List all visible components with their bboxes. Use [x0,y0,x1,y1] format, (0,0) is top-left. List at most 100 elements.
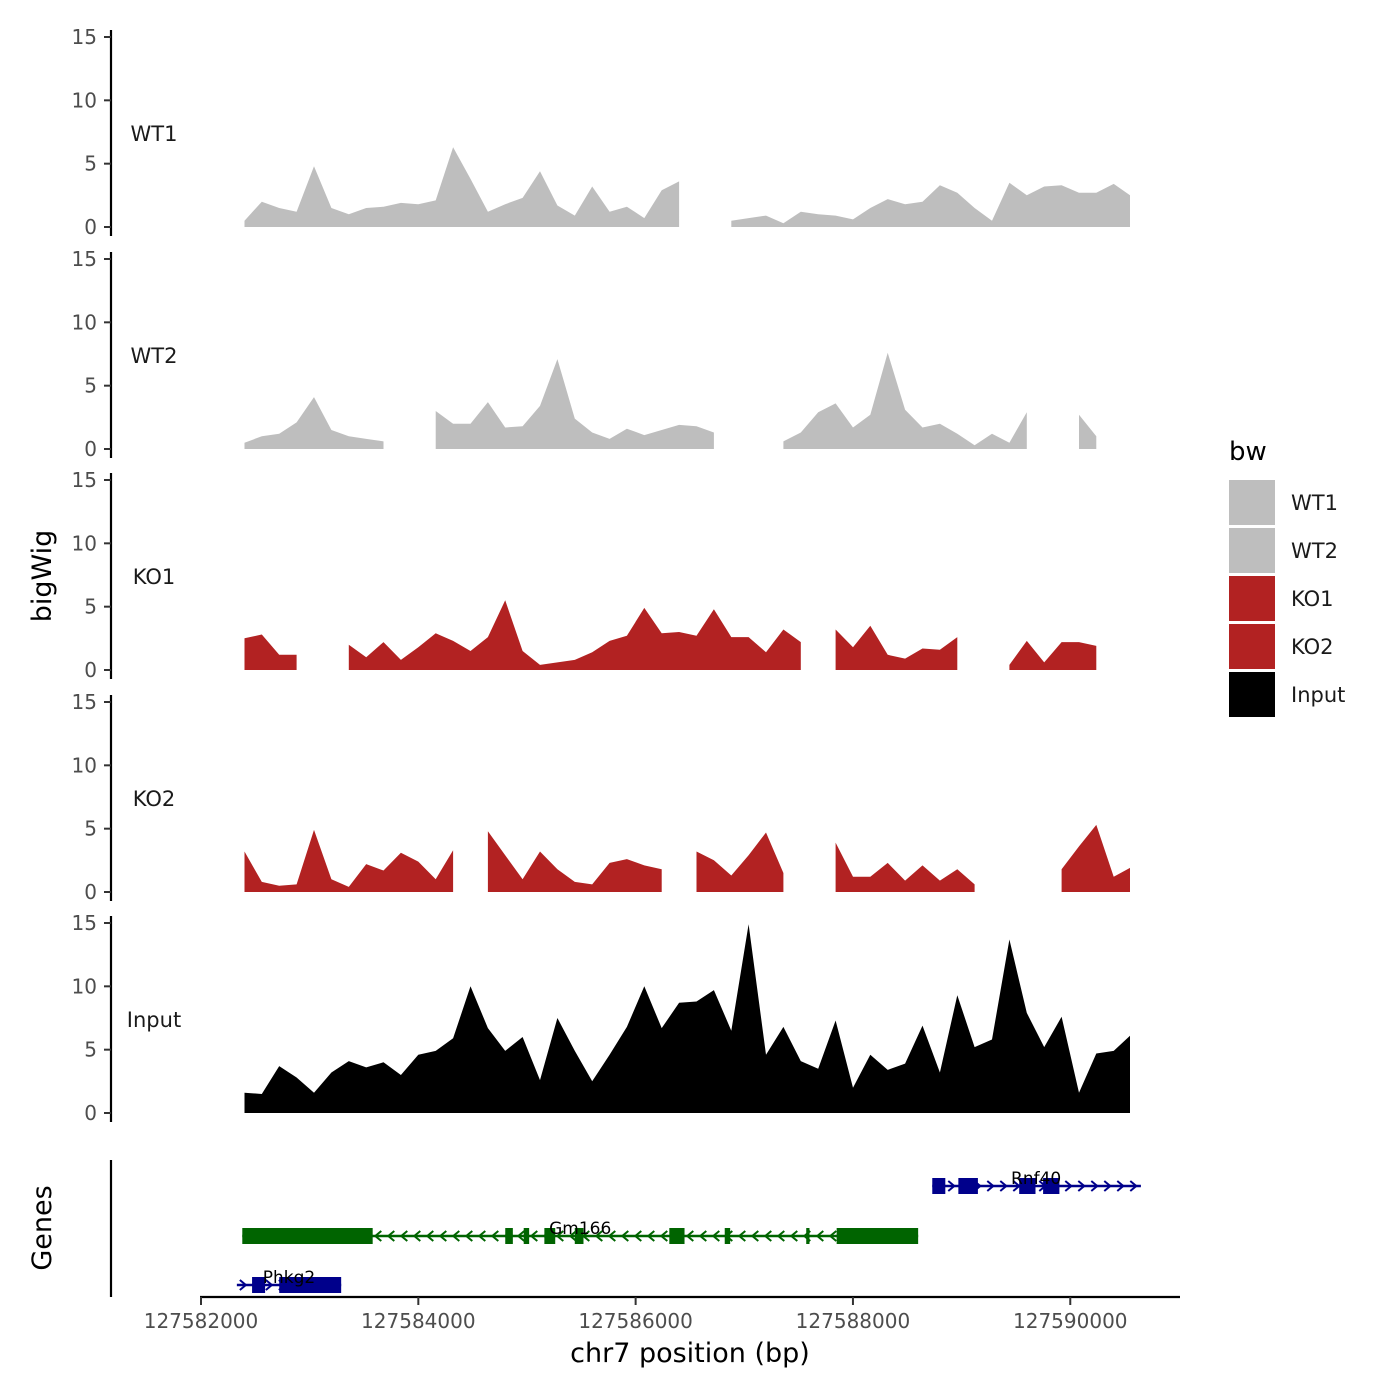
legend-swatch-ko1 [1229,576,1275,621]
legend-swatch-wt2 [1229,528,1275,573]
strand-arrow [685,1230,694,1242]
coverage-area-ko1 [244,599,1130,670]
strand-arrow [555,1230,564,1242]
strand-arrow [1129,1180,1138,1192]
panel-input: 0 5 10 15 Input [72,911,1130,1125]
strand-arrow [737,1230,746,1242]
strand-arrow [386,1230,395,1242]
x-tick-label: 127584000 [361,1309,476,1333]
y-tick-label: 0 [84,1101,97,1125]
legend-label-wt1: WT1 [1291,491,1338,515]
y-tick-label: 0 [84,658,97,682]
strand-arrow [1064,1180,1073,1192]
panel-wt2: 0 5 10 15 WT2 [72,247,1130,461]
strand-arrow [529,1230,538,1242]
strand-arrow [999,1180,1008,1192]
gene-phkg2: Phkg2 [236,1268,342,1293]
legend-label-input: Input [1291,683,1345,707]
x-tick-label: 127586000 [578,1309,693,1333]
coverage-panels: 0 5 10 15 WT1 0 5 10 15 WT2 0 5 10 15 KO1 0 5 10 15 KO2 0 5 10… [72,25,1130,1125]
y-tick-label: 10 [72,531,97,555]
gene-exon [252,1277,266,1293]
panel-label: WT1 [131,122,178,146]
legend-label-ko1: KO1 [1291,587,1334,611]
strand-arrow [412,1230,421,1242]
strand-arrow [947,1180,956,1192]
panel-label: WT2 [131,344,178,368]
gene-exon [932,1178,946,1194]
strand-arrow [763,1230,772,1242]
panel-ko1: 0 5 10 15 KO1 [72,468,1130,682]
y-tick-label: 5 [84,1038,97,1062]
genes-y-axis-title: Genes [27,1185,58,1270]
x-tick-label: 127590000 [1013,1309,1128,1333]
y-tick-label: 5 [84,817,97,841]
strand-arrow [698,1230,707,1242]
gene-gm166: Gm166 [242,1219,919,1244]
y-tick-label: 15 [72,247,97,271]
gene-exon [523,1228,530,1244]
legend-label-wt2: WT2 [1291,539,1338,563]
y-tick-label: 15 [72,468,97,492]
strand-arrow [464,1230,473,1242]
panel-ko2: 0 5 10 15 KO2 [72,690,1130,904]
y-tick-label: 5 [84,152,97,176]
y-tick-label: 0 [84,437,97,461]
strand-arrow [490,1230,499,1242]
strand-arrow [828,1230,837,1242]
strand-arrow [750,1230,759,1242]
legend: bw WT1 WT2 KO1 KO2 Input [1229,437,1345,717]
y-tick-label: 0 [84,880,97,904]
gene-label: Gm166 [549,1219,611,1239]
legend-title: bw [1229,437,1267,467]
strand-arrow [607,1230,616,1242]
y-tick-label: 5 [84,595,97,619]
strand-arrow [516,1230,525,1242]
strand-arrow [451,1230,460,1242]
strand-arrow [438,1230,447,1242]
y-axis-title: bigWig [27,530,58,623]
strand-arrow [239,1279,248,1291]
gene-label: Rnf40 [1011,1169,1061,1189]
gene-rnf40: Rnf40 [932,1169,1141,1194]
strand-arrow [620,1230,629,1242]
panel-label: Input [127,1008,181,1032]
gene-exon [1019,1178,1036,1194]
y-tick-label: 10 [72,974,97,998]
gene-exon [242,1228,373,1244]
gene-exon [544,1228,556,1244]
coverage-area-ko2 [244,824,1130,892]
legend-swatch-wt1 [1229,480,1275,525]
strand-arrow [373,1230,382,1242]
y-tick-label: 10 [72,88,97,112]
strand-arrow [1103,1180,1112,1192]
panel-label: KO1 [133,565,176,589]
strand-arrow [1090,1180,1099,1192]
strand-arrow [568,1230,577,1242]
panel-label: KO2 [133,787,176,811]
x-tick-label: 127582000 [144,1309,259,1333]
strand-arrow [815,1230,824,1242]
strand-arrow [711,1230,720,1242]
strand-arrow [1077,1180,1086,1192]
gene-exon [574,1228,584,1244]
y-tick-label: 5 [84,374,97,398]
strand-arrow [265,1279,274,1291]
coverage-area-wt1 [244,147,1130,227]
coverage-area-wt2 [244,352,1130,449]
y-tick-label: 15 [72,911,97,935]
strand-arrow [659,1230,668,1242]
panel-wt1: 0 5 10 15 WT1 [72,25,1130,239]
gene-exon [958,1178,978,1194]
genes-panel: Genes Rnf40 Gm166 Phkg2 [27,1160,1141,1297]
strand-arrow [1116,1180,1125,1192]
legend-swatch-input [1229,672,1275,717]
strand-arrow [477,1230,486,1242]
x-axis-title: chr7 position (bp) [570,1338,810,1369]
strand-arrow [594,1230,603,1242]
x-tick-label: 127588000 [796,1309,911,1333]
gene-exon [836,1228,919,1244]
y-tick-label: 10 [72,753,97,777]
legend-swatch-ko2 [1229,624,1275,669]
